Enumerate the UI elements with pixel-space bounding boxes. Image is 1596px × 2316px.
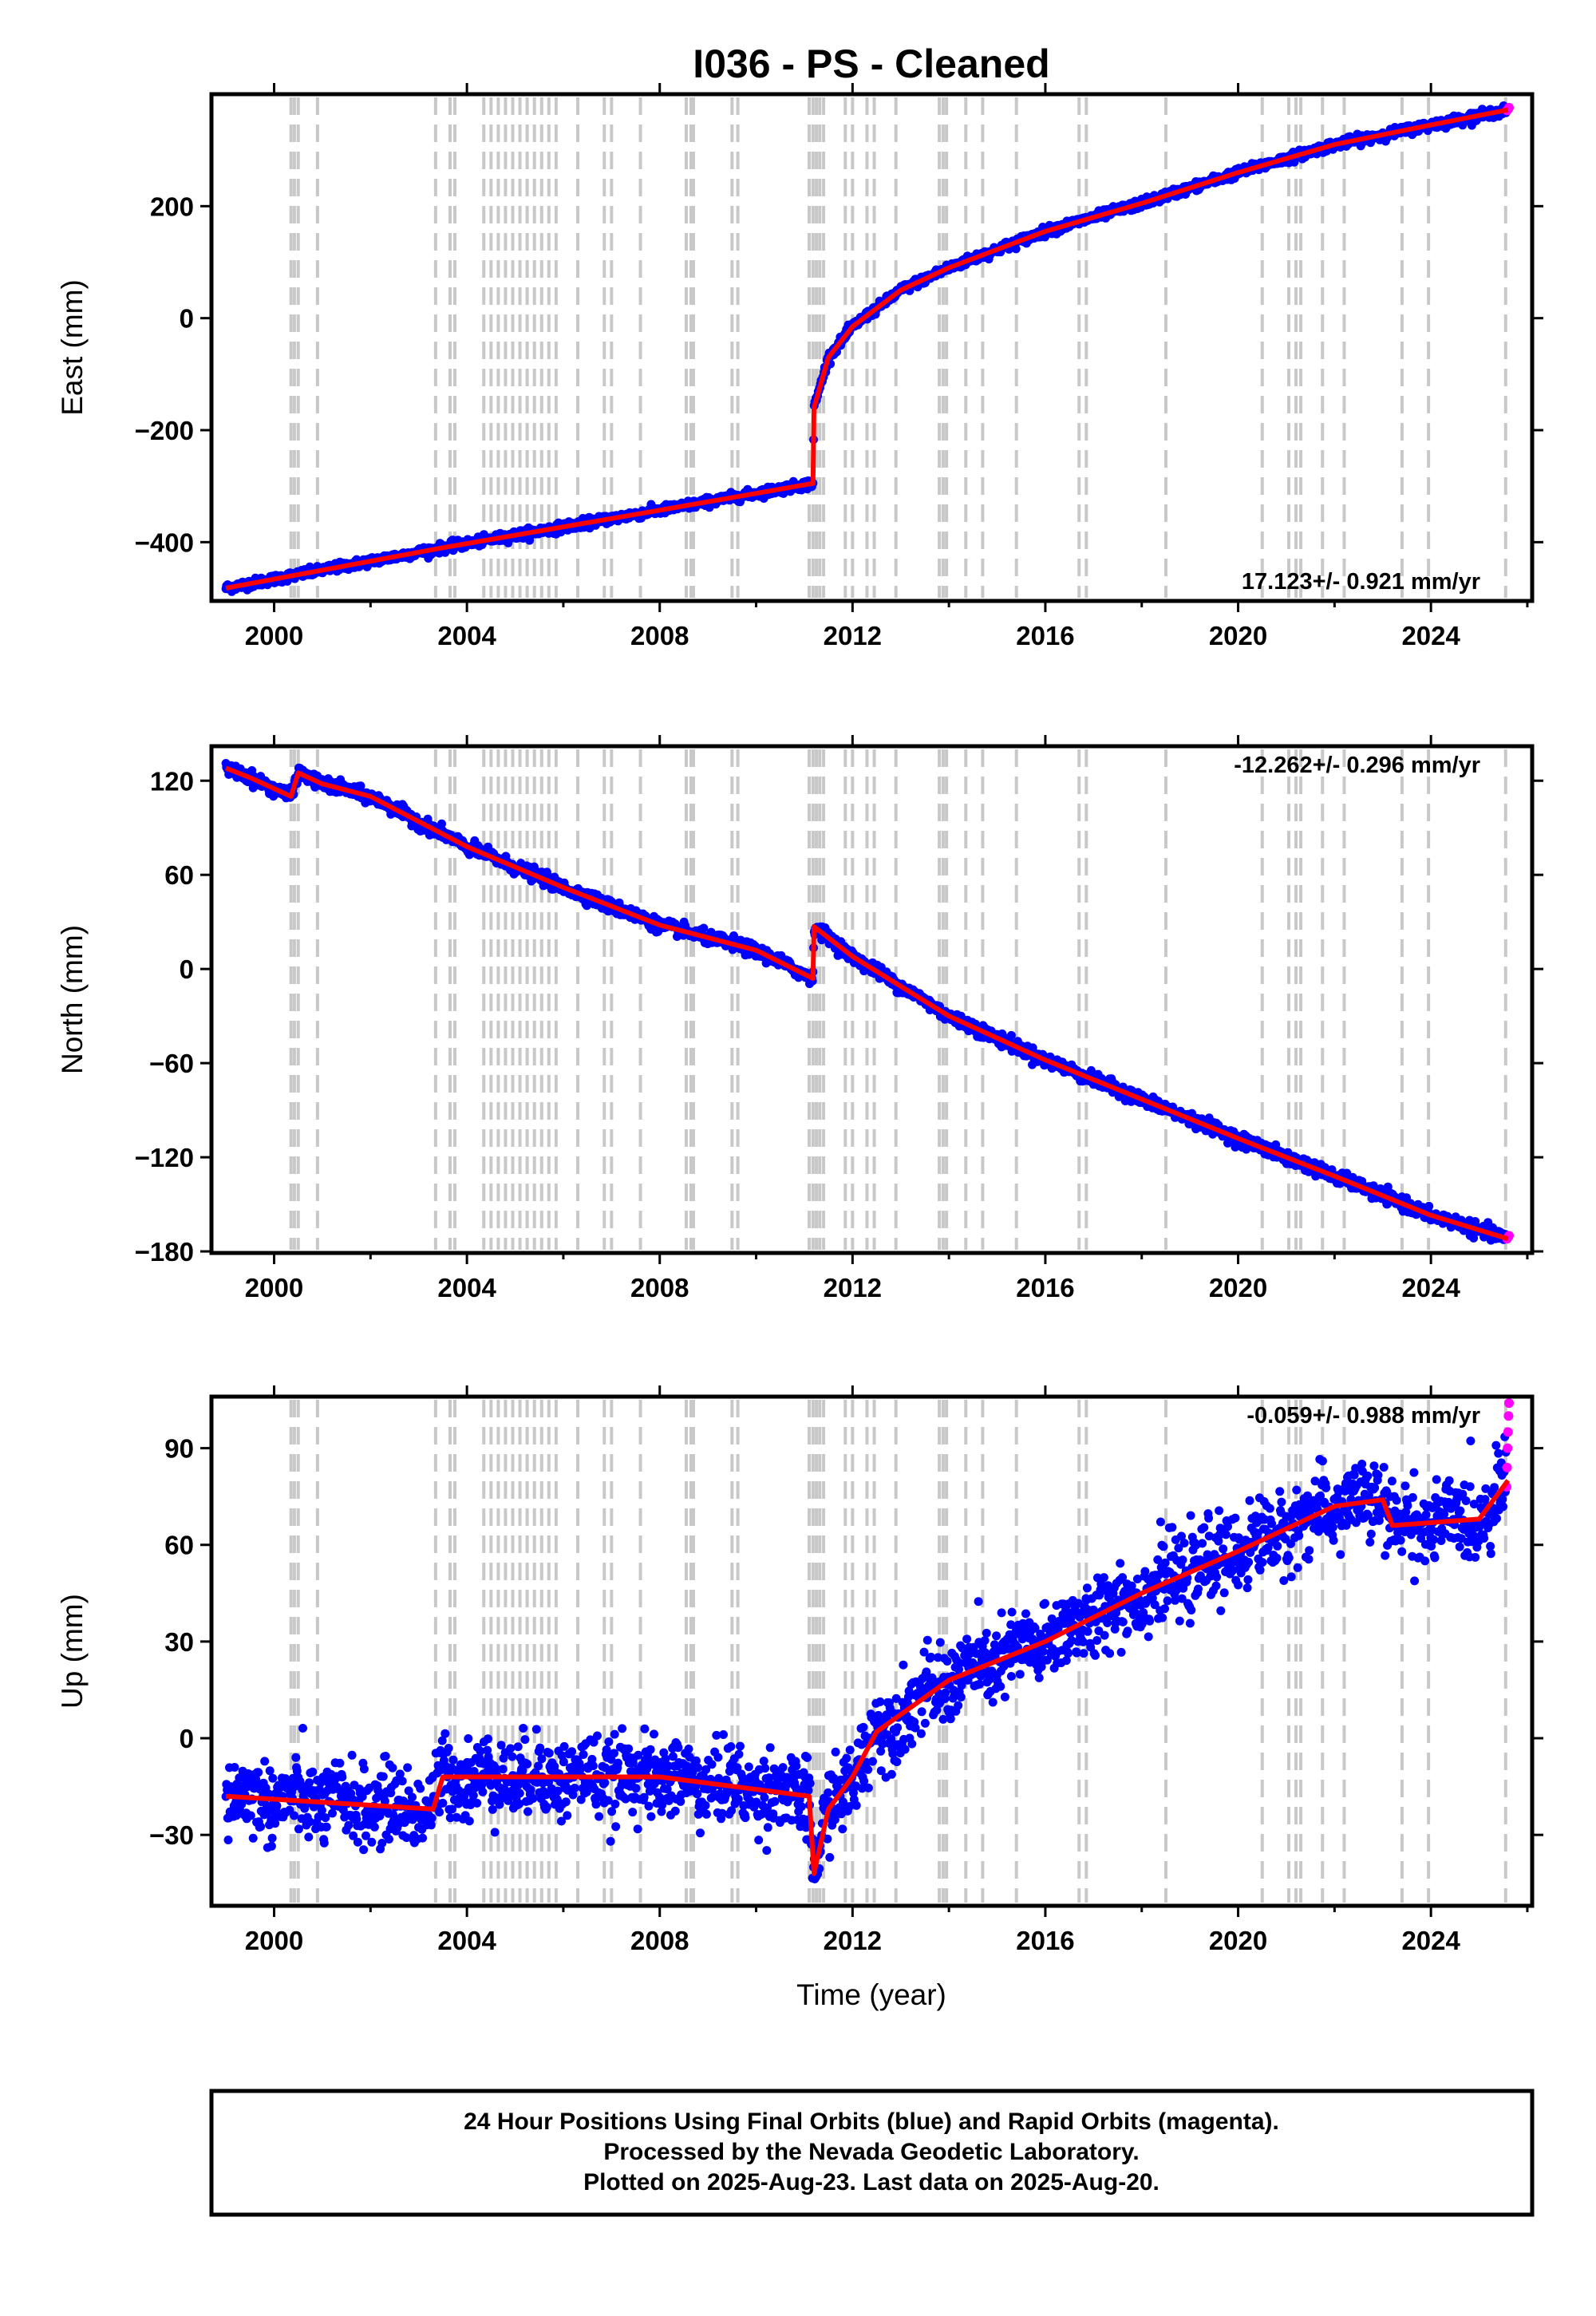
rate-label: 17.123+/- 0.921 mm/yr — [1242, 569, 1480, 595]
data-point — [359, 1765, 369, 1774]
data-point — [319, 1838, 329, 1848]
x-tick-label: 2008 — [630, 621, 689, 650]
data-point — [344, 1820, 354, 1830]
data-point — [349, 1831, 358, 1840]
rate-label: -12.262+/- 0.296 mm/yr — [1234, 753, 1480, 778]
x-tick-label: 2000 — [245, 1273, 303, 1302]
data-point — [305, 1817, 314, 1827]
data-point — [1086, 1065, 1096, 1075]
data-point — [317, 1805, 326, 1815]
data-point — [699, 923, 709, 933]
x-tick-label: 2020 — [1209, 621, 1267, 650]
x-tick-label: 2004 — [437, 1273, 496, 1302]
data-point — [265, 1766, 275, 1776]
panel-north: 2000 2004 2008 2012 2016 2020 2024 −180 −120 −60 0… — [56, 735, 1543, 1302]
data-point — [338, 1805, 348, 1815]
y-tick-label: 120 — [150, 766, 194, 796]
y-tick-label: −60 — [149, 1049, 194, 1078]
data-point — [248, 1833, 258, 1843]
data-point — [1006, 1030, 1016, 1040]
data-point — [359, 1845, 369, 1855]
x-tick-label: 2012 — [824, 1273, 882, 1302]
model-line — [225, 765, 1509, 1242]
data-point — [385, 1835, 393, 1844]
model-line — [225, 107, 1509, 591]
data-point — [237, 1800, 247, 1809]
data-point — [347, 1750, 357, 1760]
data-point — [294, 1824, 303, 1834]
data-point — [256, 1822, 266, 1832]
x-tick-label: 2024 — [1401, 621, 1460, 650]
data-point — [377, 1839, 387, 1848]
data-point — [328, 1808, 337, 1818]
data-point — [314, 1812, 323, 1822]
data-point — [381, 1752, 390, 1761]
y-tick-label: −200 — [135, 416, 194, 445]
data-point — [300, 1804, 310, 1813]
data-point — [264, 1789, 274, 1799]
data-point — [223, 1836, 233, 1844]
data-point — [1011, 244, 1021, 254]
plot-frame — [209, 744, 1535, 1255]
x-tick-label: 2004 — [437, 621, 496, 650]
data-point — [267, 1841, 276, 1851]
data-point — [246, 1811, 255, 1820]
data-point — [267, 1833, 277, 1843]
data-point — [378, 1772, 388, 1781]
x-tick-label: 2008 — [630, 1273, 689, 1302]
data-point — [290, 1811, 299, 1820]
panel-east: 2000 2004 2008 2012 2016 2020 2024 −400 −200 0 200… — [56, 83, 1543, 650]
x-tick-label: 2020 — [1209, 1273, 1267, 1302]
y-tick-label: 200 — [150, 192, 194, 221]
data-point — [321, 1813, 330, 1823]
panel-up: 2000 2004 2008 2012 2016 2020 2024−300306090Up… — [56, 1385, 1543, 1955]
x-tick-label: 2016 — [1016, 621, 1074, 650]
y-axis-label: East (mm) — [56, 279, 89, 416]
data-point — [272, 1801, 282, 1811]
data-point — [437, 819, 446, 828]
x-tick-label: 2012 — [824, 621, 882, 650]
data-point — [358, 1792, 367, 1801]
data-point — [369, 1822, 379, 1832]
data-point — [322, 1822, 331, 1832]
data-point — [1424, 1201, 1434, 1211]
data-point — [367, 1837, 377, 1847]
y-tick-label: −120 — [135, 1143, 194, 1172]
data-point — [338, 1773, 347, 1782]
data-point — [298, 1724, 307, 1733]
plot-frame — [209, 92, 1535, 603]
data-point — [353, 1837, 362, 1847]
data-point — [268, 1773, 278, 1783]
x-tick-label: 2024 — [1401, 1273, 1460, 1302]
data-point — [271, 1819, 280, 1828]
data-point — [1469, 1233, 1479, 1243]
data-point — [352, 1814, 361, 1824]
data-point — [308, 1767, 318, 1777]
data-point — [305, 1778, 314, 1788]
data-point — [230, 1763, 239, 1772]
data-point — [291, 1753, 301, 1762]
y-tick-label: −400 — [135, 528, 194, 557]
chart-title: I036 - PS - Cleaned — [693, 41, 1049, 86]
data-point — [254, 1768, 263, 1777]
x-tick-label: 2016 — [1016, 1273, 1074, 1302]
y-tick-label: 0 — [180, 304, 194, 334]
data-point — [260, 1757, 270, 1766]
data-point — [335, 1758, 345, 1768]
data-point — [346, 1788, 356, 1798]
y-tick-label: −180 — [135, 1237, 194, 1267]
data-point — [361, 1831, 370, 1840]
data-point — [380, 1796, 389, 1806]
y-tick-label: 0 — [180, 954, 194, 984]
x-tick-label: 2000 — [245, 621, 303, 650]
y-axis-label: North (mm) — [56, 925, 89, 1074]
data-point — [388, 1763, 397, 1773]
data-point — [304, 1832, 314, 1842]
y-tick-label: 60 — [164, 860, 194, 890]
